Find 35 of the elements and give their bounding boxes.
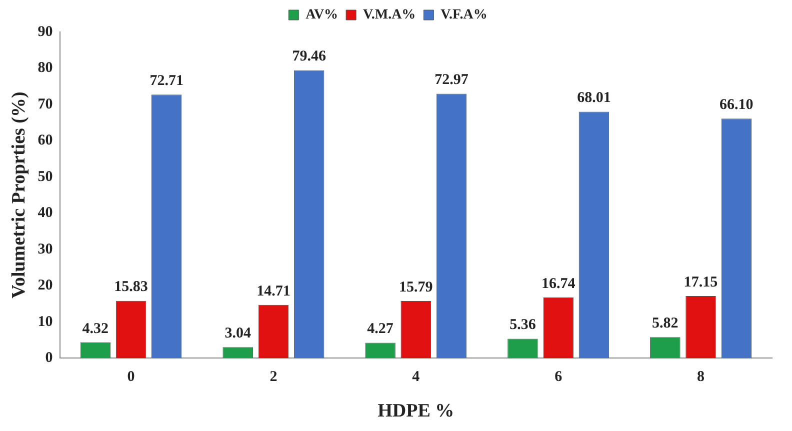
data-label: 66.10 <box>720 97 754 113</box>
data-label: 4.32 <box>82 320 109 337</box>
data-label: 16.74 <box>541 276 576 292</box>
data-label: 17.15 <box>684 274 718 290</box>
x-tick-label: 4 <box>412 369 420 386</box>
data-label: 68.01 <box>577 90 611 106</box>
data-label: 4.27 <box>367 321 394 338</box>
data-label: 5.36 <box>510 317 536 334</box>
y-tick-label: 20 <box>38 278 53 294</box>
y-tick-label: 30 <box>38 241 53 258</box>
x-tick-label: 6 <box>554 369 563 386</box>
legend-label: V.M.A% <box>363 8 416 23</box>
data-label: 72.97 <box>434 72 469 88</box>
data-label: 3.04 <box>224 326 252 342</box>
y-tick-label: 60 <box>38 132 53 149</box>
y-tick-label: 70 <box>38 96 53 112</box>
x-tick-label: 2 <box>270 369 278 386</box>
y-tick-label: 50 <box>38 168 53 185</box>
x-axis-title: HDPE % <box>378 400 454 422</box>
legend-label: V.F.A% <box>440 8 488 23</box>
x-tick-label: 8 <box>697 369 705 386</box>
y-axis-title: Volumetric Proprties (%) <box>8 92 30 299</box>
data-label: 14.71 <box>256 283 290 300</box>
data-label: 5.82 <box>652 315 678 332</box>
y-tick-label: 10 <box>38 314 53 330</box>
data-label: 72.71 <box>150 73 184 90</box>
data-label: 15.79 <box>399 279 433 296</box>
y-tick-label: 90 <box>38 24 53 40</box>
y-tick-label: 40 <box>38 205 53 222</box>
data-label: 79.46 <box>292 48 326 65</box>
x-tick-label: 0 <box>127 369 135 386</box>
y-tick-label: 0 <box>45 350 53 366</box>
legend-label: AV% <box>306 8 338 23</box>
y-tick-label: 80 <box>38 60 53 76</box>
data-label: 15.83 <box>114 279 148 296</box>
